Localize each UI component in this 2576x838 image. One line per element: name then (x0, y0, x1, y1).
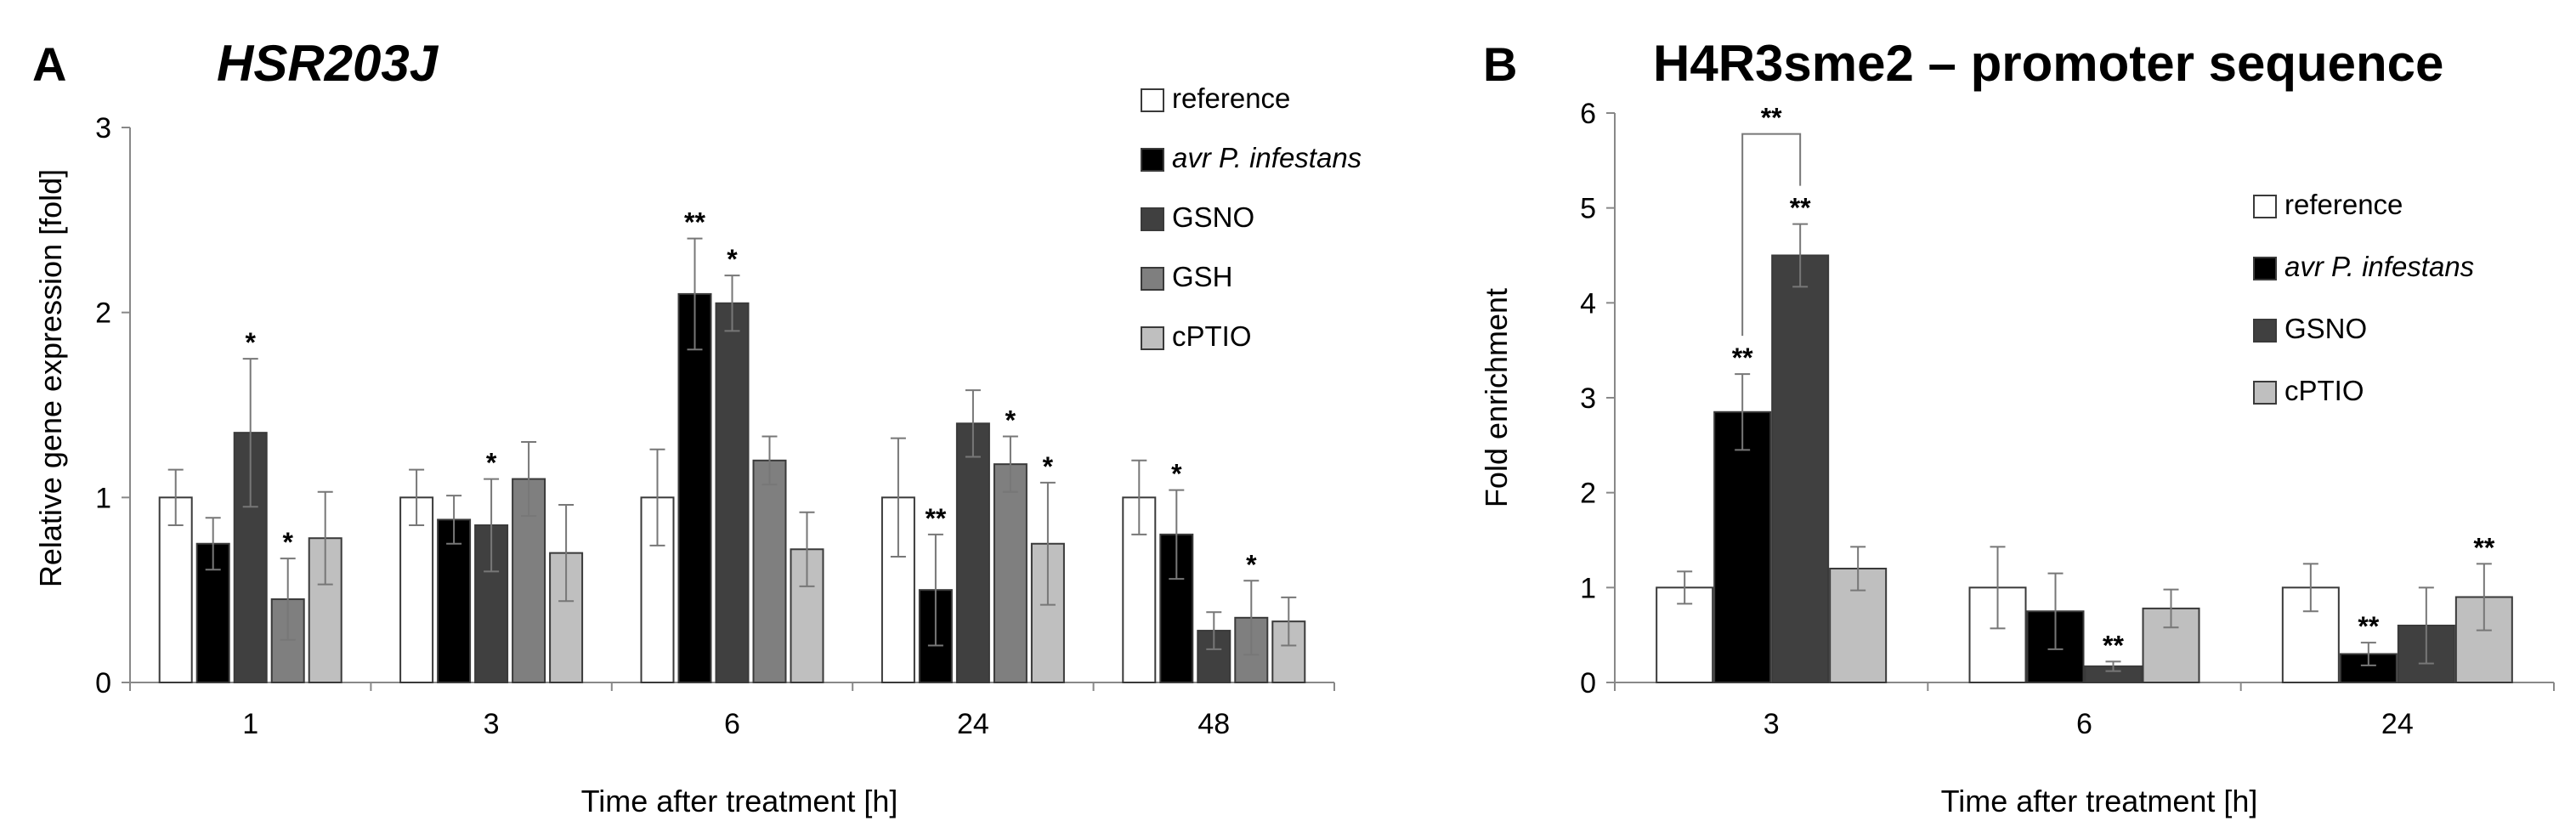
panel-a-x-axis-label: Time after treatment [h] (581, 784, 898, 818)
panel-a-significance-label: * (1246, 549, 1257, 580)
panel-a-legend-label: GSNO (1172, 201, 1254, 233)
panel-b-y-tick-label: 3 (1580, 382, 1596, 415)
panel-a-bar (955, 422, 990, 683)
panel-a-significance-label: * (1171, 459, 1182, 490)
panel-a-legend-label: cPTIO (1172, 320, 1252, 352)
panel-a-legend-label: GSH (1172, 261, 1233, 292)
panel-b-x-tick-label: 3 (1764, 708, 1780, 740)
panel-a-y-axis-label: Relative gene expression [fold] (33, 169, 68, 587)
panel-a-significance-label: * (1043, 451, 1054, 482)
panel-b-y-tick-label: 1 (1580, 572, 1596, 604)
panel-a-bar (993, 463, 1028, 683)
panel-b-x-axis-label: Time after treatment [h] (1941, 784, 2258, 818)
panel-a-letter: A (32, 37, 66, 91)
panel-a-legend-swatch (1141, 148, 1164, 172)
panel-a-x-tick-label: 3 (484, 708, 500, 740)
panel-b-legend-label: avr P. infestans (2284, 251, 2474, 282)
panel-b-bar (1713, 411, 1772, 683)
panel-a-title: HSR203J (217, 35, 439, 92)
panel-b-legend-swatch (2253, 381, 2277, 405)
panel-a-y-tick-label: 3 (95, 112, 111, 144)
panel-b-y-tick-label: 2 (1580, 478, 1596, 510)
panel-a-y-tick-label: 0 (95, 667, 111, 699)
panel-a-bar (752, 459, 787, 683)
panel-b-letter: B (1483, 37, 1517, 91)
panel-a-x-tick-label: 24 (957, 708, 989, 740)
panel-a-x-tick-label: 1 (242, 708, 258, 740)
panel-b-legend-swatch (2253, 257, 2277, 280)
panel-b-legend-swatch (2253, 195, 2277, 218)
panel-a-significance-label: * (282, 527, 293, 558)
panel-b-plot: 0 1 2 3 4 5 6 3 6 24 ** ** ** ** ** reference avr P. inf… (1580, 98, 2555, 740)
panel-b-significance-label: ** (2103, 630, 2124, 660)
panel-a-legend-swatch (1141, 326, 1164, 350)
panel-a-x-tick-label: 48 (1197, 708, 1230, 740)
panel-a-significance-label: * (727, 244, 738, 275)
panel-a-significance-label: * (486, 448, 497, 478)
panel-b-title: H4R3sme2 – promoter sequence (1653, 35, 2443, 92)
panel-a-bar (715, 302, 750, 683)
panel-b-legend-label: GSNO (2284, 313, 2367, 344)
panel-a-significance-label: ** (925, 503, 946, 534)
panel-a-bar (677, 292, 712, 683)
panel-b-significance-label: ** (2358, 611, 2379, 642)
panel-b-y-tick-label: 5 (1580, 193, 1596, 225)
panel-b-y-tick-label: 4 (1580, 287, 1596, 320)
panel-b-x-tick-label: 24 (2381, 708, 2414, 740)
panel-a-legend-swatch (1141, 88, 1164, 112)
panel-a-bar (549, 552, 584, 684)
panel-b-x-tick-label: 6 (2076, 708, 2092, 740)
panel-b: B H4R3sme2 – promoter sequence Fold enri… (1479, 35, 2555, 818)
panel-a-y-tick-label: 1 (95, 482, 111, 514)
panel-a-legend-label: reference (1172, 82, 1290, 114)
panel-b-significance-label: ** (2473, 532, 2494, 563)
panel-b-y-tick-label: 6 (1580, 98, 1596, 130)
panel-b-legend-label: reference (2284, 189, 2403, 220)
panel-a-legend-label: avr P. infestans (1172, 142, 1362, 173)
panel-b-legend-swatch (2253, 319, 2277, 343)
panel-a-significance-label: * (245, 327, 256, 358)
panel-a-x-tick-label: 6 (724, 708, 740, 740)
panel-b-significance-label: ** (1732, 343, 1753, 373)
panel-a: A HSR203J Relative gene expression [fold… (32, 35, 1362, 818)
panel-b-comparison-bracket (1741, 133, 1802, 337)
panel-a-significance-label: * (1005, 405, 1016, 436)
panel-b-significance-label: ** (1790, 193, 1811, 224)
panel-a-legend-swatch (1141, 267, 1164, 291)
panel-b-bar (2454, 596, 2513, 683)
panel-a-legend-swatch (1141, 207, 1164, 231)
panel-b-y-axis-label: Fold enrichment (1479, 288, 1514, 507)
panel-a-significance-label: ** (684, 207, 705, 238)
panel-a-bar (437, 518, 472, 683)
panel-b-y-tick-label: 0 (1580, 667, 1596, 699)
panel-b-bar (1771, 254, 1830, 683)
panel-b-bracket-label: ** (1761, 103, 1782, 133)
panel-b-legend-label: cPTIO (2284, 375, 2364, 406)
panel-a-y-tick-label: 2 (95, 297, 111, 330)
panel-a-bar (158, 496, 193, 683)
